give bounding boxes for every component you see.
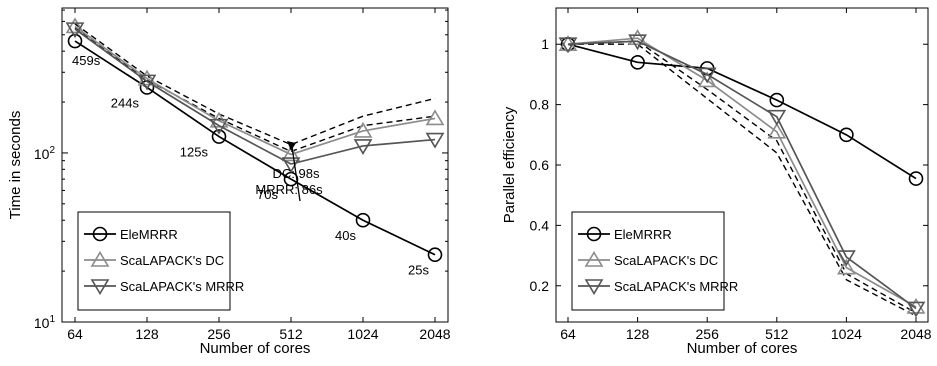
- series-dashed-3: [74, 23, 436, 146]
- data-point: [839, 127, 854, 143]
- series-line: [567, 40, 917, 310]
- value-label: 25s: [408, 263, 429, 278]
- legend: EleMRRR ScaLAPACK's DC ScaLAPACK's MRRR: [77, 211, 244, 311]
- legend-marker: [92, 226, 108, 242]
- legend-marker: [584, 250, 604, 267]
- x-tick-label: 2048: [900, 326, 931, 342]
- x-tick-label: 128: [626, 326, 650, 342]
- data-point: [355, 212, 371, 228]
- y-axis-label: Time in seconds: [7, 111, 24, 220]
- series-line: [567, 40, 917, 314]
- data-point: [209, 118, 229, 135]
- legend-label: EleMRRR: [614, 227, 672, 242]
- data-point: [65, 17, 85, 34]
- y-tick-label: 101: [34, 314, 56, 331]
- legend-marker: [90, 279, 110, 296]
- x-tick-label: 64: [67, 326, 83, 342]
- series-elemrrr: [67, 33, 443, 263]
- data-point: [65, 22, 85, 39]
- y-tick-label: 1: [541, 36, 549, 52]
- legend-label: ScaLAPACK's MRRR: [614, 279, 738, 294]
- data-point: [697, 71, 717, 88]
- series-line: [74, 40, 436, 256]
- value-label: 40s: [335, 228, 356, 243]
- data-point: [425, 132, 445, 149]
- series-line: [74, 23, 436, 146]
- series-line: [568, 43, 917, 317]
- series-line: [74, 27, 436, 153]
- data-point: [558, 37, 578, 54]
- series-line: [567, 37, 917, 308]
- data-point: [836, 250, 856, 267]
- data-point: [906, 301, 926, 318]
- data-point: [281, 145, 301, 162]
- legend-marker: [586, 226, 602, 242]
- series-scalapack-s-mrrr: [558, 34, 926, 318]
- y-tick-label: 0.6: [530, 157, 550, 173]
- data-point: [630, 55, 645, 70]
- series-scalapack-s-mrrr: [65, 22, 445, 174]
- value-label: 70s: [257, 187, 278, 202]
- data-point: [425, 109, 445, 126]
- value-label: 244s: [111, 95, 140, 110]
- series-dashed-4: [74, 27, 436, 153]
- plot-frame: [61, 7, 449, 323]
- data-point: [628, 29, 648, 45]
- data-point: [836, 258, 856, 275]
- x-tick-label: 512: [279, 326, 303, 342]
- series-scalapack-s-dc: [65, 17, 445, 162]
- data-point: [427, 247, 443, 263]
- data-point: [767, 109, 787, 126]
- series-line: [567, 43, 917, 180]
- callout-arrow-head: [287, 140, 296, 151]
- callout-arrow-line: [291, 146, 301, 202]
- x-tick-label: 128: [135, 326, 159, 342]
- data-point: [137, 74, 157, 91]
- data-point: [767, 122, 787, 139]
- value-label: 125s: [180, 145, 209, 160]
- series-dashed-4: [567, 40, 917, 314]
- legend-marker: [90, 250, 110, 267]
- data-point: [211, 129, 227, 144]
- x-tick-label: 512: [765, 326, 789, 342]
- data-point: [628, 34, 648, 51]
- data-point: [769, 92, 785, 108]
- legend: EleMRRR ScaLAPACK's DC ScaLAPACK's MRRR: [571, 211, 738, 311]
- data-point: [353, 121, 373, 138]
- y-tick-label: 0.4: [530, 217, 550, 233]
- legend-label: ScaLAPACK's MRRR: [120, 279, 244, 294]
- x-tick-label: 1024: [347, 326, 378, 342]
- legend-label: ScaLAPACK's DC: [120, 253, 224, 268]
- legend-label: ScaLAPACK's DC: [614, 253, 718, 268]
- data-point: [908, 171, 924, 186]
- x-tick-label: 256: [207, 326, 231, 342]
- legend-label: EleMRRR: [120, 227, 178, 242]
- data-point: [67, 33, 83, 49]
- value-label: 459s: [72, 53, 101, 68]
- x-axis-label: Number of cores: [687, 340, 798, 357]
- x-axis-label: Number of cores: [200, 340, 311, 357]
- y-tick-label: 0.8: [530, 97, 550, 113]
- y-tick-label: 0.2: [530, 278, 550, 294]
- y-tick-label: 102: [34, 145, 56, 162]
- chart-2: 64 128 256 512 1024 2048 0.2 0.4 0.6 0.8 1 Number o…: [501, 7, 932, 357]
- x-tick-label: 256: [696, 326, 720, 342]
- x-tick-label: 1024: [831, 326, 862, 342]
- data-point: [353, 139, 373, 156]
- series-elemrrr: [560, 36, 924, 186]
- y-axis-label: Parallel efficiency: [501, 106, 518, 223]
- x-tick-label: 64: [560, 326, 576, 342]
- callout-line-2: MRRR: 86s: [255, 182, 323, 197]
- series-dashed-3: [568, 43, 917, 317]
- data-point: [697, 67, 717, 84]
- chart-1: 64 128 256 512 1024 2048 101 102 Number of cores…: [7, 7, 451, 357]
- legend-marker: [584, 279, 604, 296]
- x-tick-label: 2048: [419, 326, 450, 342]
- series-line: [74, 25, 436, 156]
- series-line: [74, 28, 436, 165]
